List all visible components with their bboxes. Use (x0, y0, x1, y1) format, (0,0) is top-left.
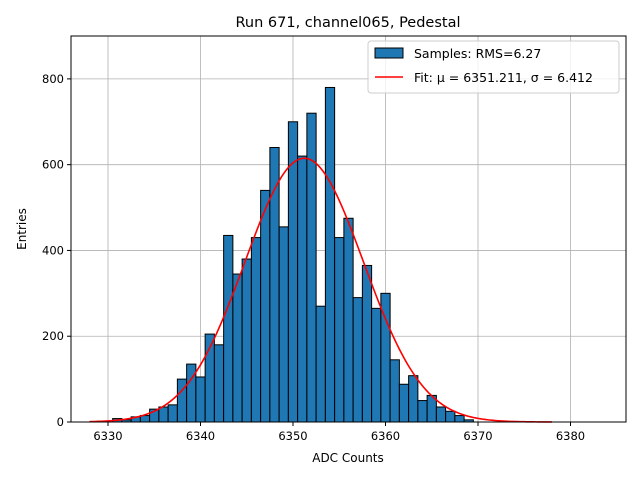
x-tick-label: 6360 (371, 429, 400, 443)
fit-curve-layer (89, 157, 553, 423)
x-axis-ticks: 6330 6340 6350 6360 6370 6380 (93, 422, 585, 443)
plot-frame (70, 35, 627, 423)
histogram-bar (250, 237, 262, 423)
histogram-bar (445, 410, 456, 423)
histogram-bar (315, 305, 326, 423)
x-axis-label: ADC Counts (312, 451, 384, 465)
histogram-bar (195, 376, 206, 423)
legend-label-samples: Samples: RMS=6.27 (414, 46, 541, 61)
histogram-bar (334, 237, 345, 423)
histogram-bar (352, 297, 363, 423)
histogram-bar (454, 415, 465, 423)
histogram-bar (186, 363, 197, 423)
histogram-bar (398, 383, 410, 423)
legend: Samples: RMS=6.27 Fit: μ = 6351.211, σ =… (367, 40, 620, 94)
x-tick-label: 6330 (93, 429, 122, 443)
histogram-bar (435, 406, 447, 423)
legend-box (367, 40, 620, 94)
x-tick-label: 6340 (186, 429, 215, 443)
fit-curve (89, 157, 553, 423)
y-tick-label: 600 (42, 158, 64, 172)
histogram-bar (297, 155, 308, 423)
y-tick-label: 0 (57, 415, 64, 429)
histogram-bar (241, 258, 252, 423)
legend-swatch-samples (374, 47, 404, 59)
histogram-bar (278, 226, 289, 423)
histogram-bar (260, 189, 271, 423)
y-tick-label: 200 (42, 329, 64, 343)
histogram-bar (158, 406, 169, 423)
y-tick-label: 400 (42, 243, 64, 257)
histogram-bar (417, 400, 428, 423)
histogram-bar (343, 217, 354, 423)
histogram-bar (324, 86, 336, 423)
histogram-bar (232, 273, 243, 423)
histogram-bar (361, 264, 373, 423)
y-axis-ticks: 0 200 400 600 800 (42, 72, 71, 429)
histogram-bar (223, 234, 234, 423)
histogram-bar (389, 359, 400, 423)
x-tick-label: 6370 (463, 429, 492, 443)
histogram-bar (371, 307, 382, 423)
histogram-bar (167, 404, 178, 423)
x-tick-label: 6350 (278, 429, 307, 443)
x-tick-label: 6380 (556, 429, 585, 443)
histogram-bar (213, 344, 225, 423)
y-axis-label: Entries (15, 208, 29, 250)
chart-title: Run 671, channel065, Pedestal (235, 15, 460, 31)
histogram-bar (408, 375, 419, 423)
y-tick-label: 800 (42, 72, 64, 86)
legend-label-fit: Fit: μ = 6351.211, σ = 6.412 (414, 70, 593, 85)
